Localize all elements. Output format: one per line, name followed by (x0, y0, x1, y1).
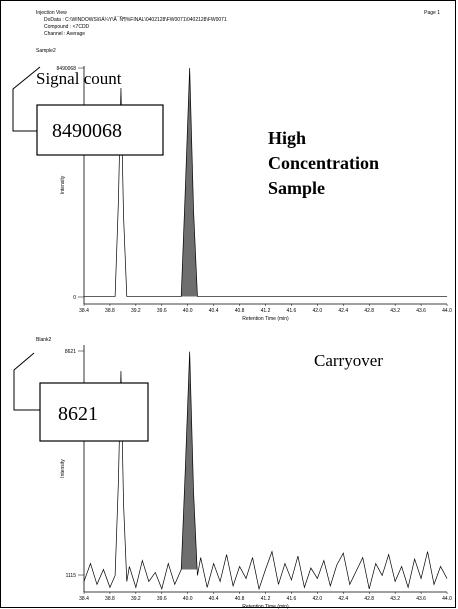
trace (84, 68, 447, 297)
x-axis-label: Retention Time (min) (242, 604, 289, 609)
header-file: DoData : C:\WINDOWS\ßÁ¼­Y\Å¯Ñ¶%FINAL\040… (44, 16, 227, 23)
bracket (12, 66, 41, 132)
x-tick-label: 41.6 (287, 308, 297, 314)
x-tick-label: 44.0 (442, 308, 452, 314)
x-tick-label: 44.0 (442, 596, 452, 602)
x-tick-label: 39.2 (131, 596, 141, 602)
x-tick-label: 42.0 (312, 596, 322, 602)
annotation-box (36, 104, 164, 156)
header-title: Injection View (36, 10, 67, 16)
annotation-note: Concentration (268, 153, 379, 173)
x-tick-label: 42.4 (338, 596, 348, 602)
x-tick-label: 38.4 (79, 308, 89, 314)
header-channel: Channel : Average (44, 31, 85, 37)
y-axis-label: Intensity (60, 175, 66, 194)
y-tick-label: 0 (73, 295, 76, 301)
x-tick-label: 40.8 (235, 596, 245, 602)
x-tick-label: 39.2 (131, 308, 141, 314)
annotation-note: High (268, 128, 306, 148)
x-tick-label: 42.4 (338, 308, 348, 314)
header-compound: Compound : <7CDD (44, 24, 90, 30)
chart-label: Sample2 (36, 48, 56, 54)
trace (83, 351, 448, 591)
chart-label: Blank2 (36, 337, 52, 343)
annotation-caption: Signal count (36, 69, 122, 88)
x-axis-label: Retention Time (min) (242, 316, 289, 322)
x-tick-label: 41.2 (261, 596, 271, 602)
x-tick-label: 43.2 (390, 596, 400, 602)
bracket (13, 352, 40, 411)
shaded-peak (181, 351, 198, 576)
x-tick-label: 39.6 (157, 308, 167, 314)
annotation-box (39, 382, 149, 442)
x-tick-label: 41.6 (287, 596, 297, 602)
y-tick-label: 8490068 (57, 66, 77, 72)
y-axis-label: Intensity (60, 459, 66, 478)
x-tick-label: 43.2 (390, 308, 400, 314)
annotation-note: Sample (268, 178, 325, 198)
shaded-peak (181, 68, 198, 297)
annotation-box-text: 8621 (58, 403, 98, 425)
x-tick-label: 39.6 (157, 596, 167, 602)
y-tick-label: 8621 (65, 349, 76, 355)
annotation-box-text: 8490068 (52, 120, 122, 142)
x-tick-label: 43.6 (416, 308, 426, 314)
x-tick-label: 42.8 (364, 596, 374, 602)
x-tick-label: 40.0 (183, 596, 193, 602)
x-tick-label: 38.8 (105, 596, 115, 602)
x-tick-label: 42.8 (364, 308, 374, 314)
x-tick-label: 40.4 (209, 596, 219, 602)
annotation-caption: Carryover (314, 351, 383, 370)
x-tick-label: 41.2 (261, 308, 271, 314)
x-tick-label: 40.4 (209, 308, 219, 314)
y-tick-label: 1115 (66, 573, 77, 579)
x-tick-label: 40.8 (235, 308, 245, 314)
x-tick-label: 40.0 (183, 308, 193, 314)
x-tick-label: 38.4 (79, 596, 89, 602)
x-tick-label: 38.8 (105, 308, 115, 314)
x-tick-label: 43.6 (416, 596, 426, 602)
x-tick-label: 42.0 (312, 308, 322, 314)
header-page: Page 1 (424, 10, 440, 16)
